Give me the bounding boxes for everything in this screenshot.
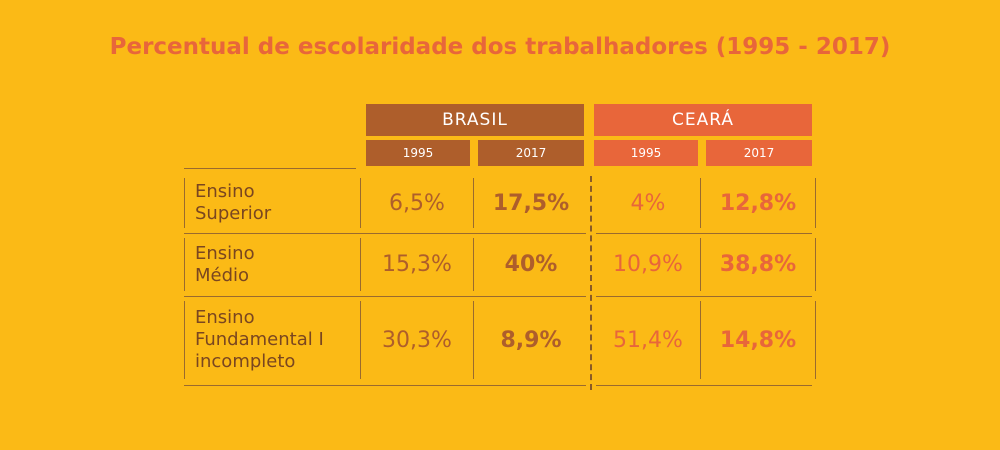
row-divider [184, 233, 586, 234]
value-medio-ceara-1995: 10,9% [613, 252, 683, 277]
row-divider [184, 385, 586, 386]
group-separator [590, 176, 592, 390]
row-divider [184, 296, 586, 297]
column-divider [815, 178, 816, 228]
column-divider [815, 301, 816, 379]
column-divider [700, 301, 701, 379]
row-label-line: Superior [195, 203, 272, 224]
column-divider [360, 301, 361, 379]
column-divider [473, 178, 474, 228]
group-header-ceara: CEARÁ [594, 104, 812, 136]
row-label-line: Ensino [195, 307, 255, 328]
value-medio-brasil-2017: 40% [504, 252, 558, 277]
column-divider [473, 238, 474, 291]
column-divider [360, 178, 361, 228]
row-label-line: Ensino [195, 181, 255, 202]
row-divider [596, 385, 812, 386]
group-header-brasil: BRASIL [366, 104, 584, 136]
column-divider [700, 178, 701, 228]
row-label-line: Fundamental I [195, 329, 324, 350]
value-superior-ceara-2017: 12,8% [719, 190, 797, 216]
column-divider [360, 238, 361, 291]
value-superior-brasil-2017: 17,5% [492, 190, 570, 216]
value-fundamental-ceara-2017: 14,8% [719, 327, 797, 353]
row-divider [596, 233, 812, 234]
column-divider [184, 238, 185, 291]
value-superior-brasil-1995: 6,5% [389, 190, 445, 216]
year-header-ceara-2017: 2017 [706, 140, 812, 166]
row-label-superior: Ensino Superior [195, 178, 271, 228]
value-medio-brasil-1995: 15,3% [382, 252, 452, 277]
year-header-brasil-2017: 2017 [478, 140, 584, 166]
value-superior-ceara-1995: 4% [630, 190, 666, 216]
row-divider [596, 296, 812, 297]
value-fundamental-brasil-2017: 8,9% [500, 327, 562, 353]
row-label-fundamental: Ensino Fundamental I incompleto [195, 301, 324, 379]
row-label-line: incompleto [195, 351, 296, 372]
column-divider [473, 301, 474, 379]
value-fundamental-ceara-1995: 51,4% [613, 327, 683, 353]
year-header-brasil-1995: 1995 [366, 140, 470, 166]
column-divider [815, 238, 816, 291]
row-label-medio: Ensino Médio [195, 238, 255, 291]
column-divider [184, 178, 185, 228]
year-header-ceara-1995: 1995 [594, 140, 698, 166]
column-divider [700, 238, 701, 291]
chart-title: Percentual de escolaridade dos trabalhad… [109, 34, 891, 60]
row-label-line: Ensino [195, 242, 255, 264]
column-divider [184, 301, 185, 379]
row-label-line: Médio [195, 264, 250, 286]
header-underline [184, 168, 356, 169]
value-fundamental-brasil-1995: 30,3% [382, 327, 452, 353]
value-medio-ceara-2017: 38,8% [719, 252, 797, 277]
